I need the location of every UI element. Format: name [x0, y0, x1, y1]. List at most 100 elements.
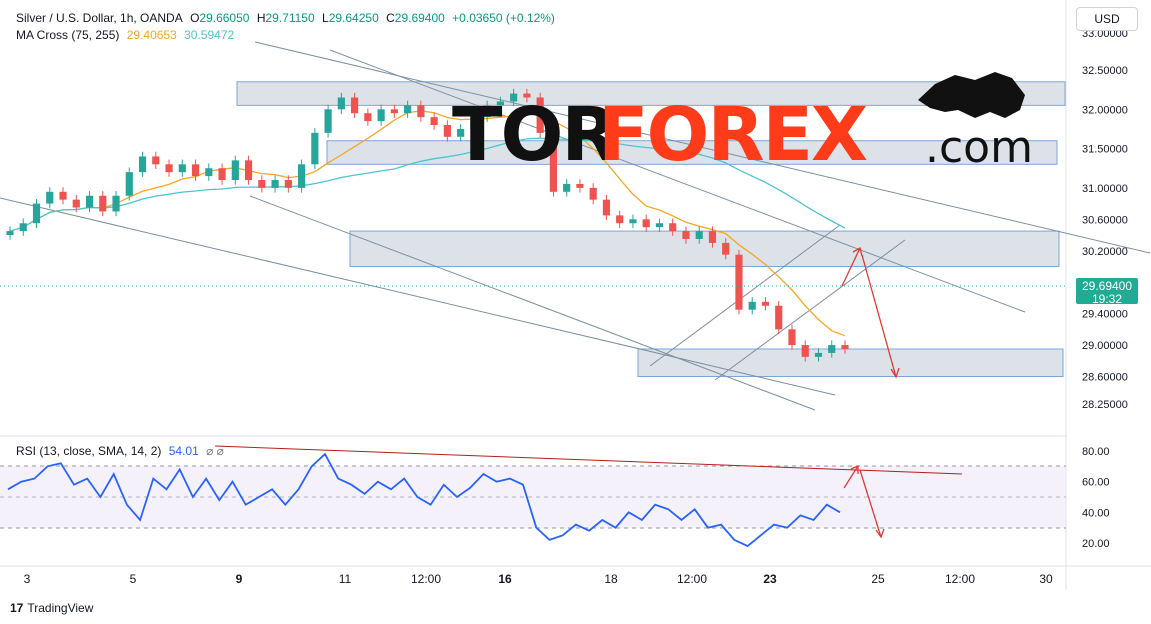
low-value: 29.64250 [328, 11, 379, 25]
rsi-tick-label: 40.00 [1082, 507, 1110, 519]
candle-body [152, 156, 160, 165]
x-tick-label: 12:00 [945, 572, 975, 586]
rsi-forecast-arrows [843, 465, 885, 539]
forecast-down-arrow [861, 254, 897, 378]
y-tick-label: 31.50000 [1082, 144, 1128, 156]
sr-zone [349, 230, 1060, 267]
sr-zone [236, 81, 1066, 106]
candle-body [112, 195, 120, 212]
y-tick-label: 28.60000 [1082, 371, 1128, 383]
x-tick-label: 16 [498, 572, 512, 586]
candle-body [46, 191, 54, 204]
candle-body [19, 223, 27, 232]
candle-body [722, 242, 730, 255]
y-tick-label: 31.00000 [1082, 183, 1128, 195]
candle-body [377, 109, 385, 122]
price-axis[interactable]: 32.50000 32.00000 31.50000 31.00000 30.60000… [1082, 65, 1128, 411]
candle-body [99, 195, 107, 212]
last-price-badge: 29.69400 19:32 [1076, 278, 1138, 306]
ma-fast-value: 29.40653 [126, 28, 177, 42]
close-value: 29.69400 [394, 11, 445, 25]
candle-body [669, 223, 677, 232]
trend-line-low [0, 197, 836, 396]
candle-body [430, 117, 438, 126]
forecast-up-arrow [841, 247, 861, 287]
rsi-legend[interactable]: RSI (13, close, SMA, 14, 2) 54.01 ⌀ ⌀ [16, 444, 224, 458]
candle-body [602, 199, 611, 216]
candle-body [244, 160, 253, 181]
y-tick-clipped: 33.00000 [1082, 28, 1128, 40]
ma-legend[interactable]: MA Cross (75, 255) 29.40653 30.59472 [16, 28, 238, 42]
ma-fast-line [9, 110, 846, 337]
symbol-title[interactable]: Silver / U.S. Dollar, 1h, OANDA [16, 11, 183, 25]
candle-body [536, 97, 544, 133]
forecast-arrows [841, 247, 900, 379]
candle-body [563, 183, 571, 192]
candle-body [735, 254, 743, 310]
candle-body [191, 164, 200, 177]
candle-body [814, 352, 823, 357]
ma-slow-line [9, 137, 846, 232]
candle-body [417, 105, 425, 118]
change-value: +0.03650 (+0.12%) [452, 11, 555, 25]
x-tick-label: 18 [604, 572, 618, 586]
rsi-tick-label: 60.00 [1082, 477, 1110, 489]
watermark-main: TOR [452, 92, 617, 178]
rsi-line [7, 452, 841, 548]
candle-body [205, 168, 213, 177]
tradingview-logo[interactable]: 17 TradingView [10, 601, 94, 615]
torforex-watermark: TOR FOREX .com [452, 72, 1033, 178]
candle-body [32, 203, 41, 224]
candle-body [297, 164, 306, 188]
y-tick-label: 30.60000 [1082, 214, 1128, 226]
high-value: 29.71150 [265, 11, 315, 25]
currency-button[interactable]: USD [1076, 7, 1138, 31]
ma-slow-value: 30.59472 [184, 28, 235, 42]
time-axis[interactable]: 3 5 9 11 12:00 16 18 12:00 23 25 12:00 30 [24, 572, 1053, 586]
channel-line-upper [649, 224, 841, 367]
candle-body [483, 105, 491, 118]
candle-body [549, 132, 558, 192]
candle-body [629, 219, 637, 224]
candle-body [788, 329, 796, 346]
candle-body [642, 219, 650, 228]
candle-body [351, 97, 359, 114]
rsi-trend-line [214, 445, 963, 475]
candle-body [748, 301, 756, 310]
candle-body [59, 191, 67, 200]
watermark-accent: FOREX [598, 92, 867, 178]
candle-body [390, 109, 398, 114]
x-tick-label: 30 [1039, 572, 1053, 586]
y-tick-label: 28.25000 [1082, 399, 1128, 411]
x-tick-label: 12:00 [411, 572, 441, 586]
candle-body [284, 180, 292, 188]
candle-body [616, 215, 624, 224]
trend-line-mid [329, 49, 1026, 313]
candle-body [443, 125, 451, 137]
candle-body [138, 156, 147, 173]
y-tick-label: 30.20000 [1082, 246, 1128, 258]
sr-zone [637, 348, 1064, 377]
rsi-axis[interactable]: 80.00 60.00 40.00 20.00 [1082, 446, 1110, 550]
candle-body [72, 199, 80, 208]
candle-body [337, 97, 345, 110]
y-tick-label: 32.00000 [1082, 104, 1128, 116]
candle-body [404, 105, 412, 114]
candle-body [682, 231, 690, 239]
rsi-tick-label: 20.00 [1082, 538, 1110, 550]
bull-logo-icon [918, 72, 1025, 118]
candle-body [125, 172, 133, 196]
trend-line-lower [249, 195, 816, 411]
watermark-suffix: .com [925, 122, 1033, 173]
candle-body [761, 301, 770, 306]
candle-body [258, 180, 266, 188]
symbol-header: Silver / U.S. Dollar, 1h, OANDA O29.6605… [16, 11, 555, 25]
x-tick-label: 12:00 [677, 572, 707, 586]
candle-body [695, 231, 703, 239]
candle-body [775, 305, 783, 330]
zones-group [236, 81, 1066, 377]
y-tick-label: 29.00000 [1082, 340, 1128, 352]
candle-body [178, 164, 186, 173]
y-tick-label: 32.50000 [1082, 65, 1128, 77]
